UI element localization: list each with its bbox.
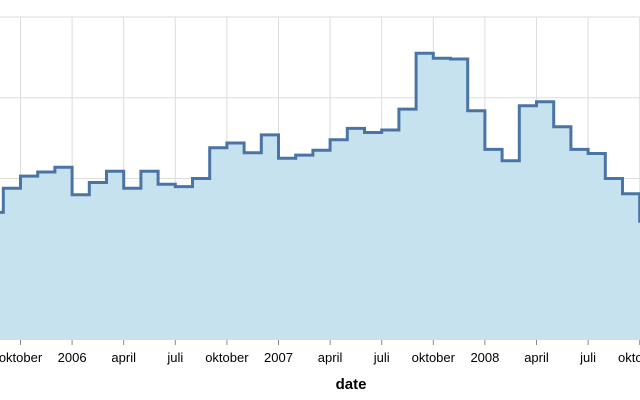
series-line (0, 51, 640, 223)
x-axis: oktober 2006 april juli oktober 2007 april juli… (0, 340, 640, 365)
x-tick-label: 2006 (58, 350, 87, 365)
x-tick-label: 2007 (264, 350, 293, 365)
x-tick-label: april (318, 350, 343, 365)
x-tick-label: oktober (0, 350, 43, 365)
x-tick-label: oktober (618, 350, 640, 365)
x-tick-label: oktober (205, 350, 249, 365)
x-tick-label: 2008 (470, 350, 499, 365)
area-fill (0, 53, 640, 340)
x-tick-label: april (524, 350, 549, 365)
x-tick-label: juli (166, 350, 183, 365)
x-tick-label: juli (579, 350, 596, 365)
x-tick-label: april (111, 350, 136, 365)
x-tick-label: oktober (412, 350, 456, 365)
x-tick-label: juli (373, 350, 390, 365)
x-axis-title: date (336, 376, 367, 393)
